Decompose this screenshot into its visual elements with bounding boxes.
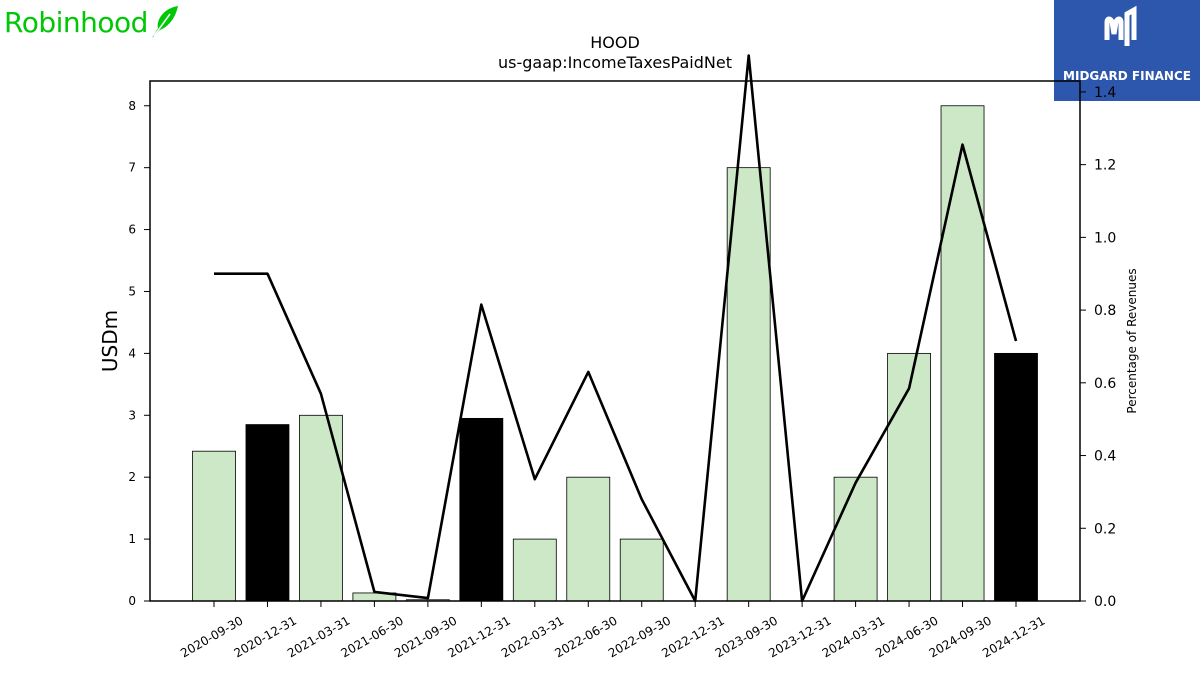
y-tick-label: 6 [128,223,136,237]
y2-tick-label: 0.0 [1094,594,1116,610]
bar [512,538,557,602]
y2-tick-label: 0.6 [1094,376,1116,392]
y2-tick-label: 1.0 [1094,230,1116,246]
robinhood-logo: Robinhood [4,2,182,42]
bar [940,105,985,602]
chart-title: HOOD [590,33,640,52]
y-tick-label: 2 [128,470,136,484]
midgard-logo-icon [1104,5,1137,46]
y-tick-label: 1 [128,532,136,546]
plot-frame [149,80,1081,602]
y2-tick-label: 1.4 [1094,85,1116,101]
bar [299,414,343,602]
y2-tick-label: 0.2 [1094,521,1116,537]
y-tick-label: 7 [128,161,136,175]
y-axis-label: USDm [98,310,122,372]
bar [619,538,664,602]
midgard-finance-logo: MIDGARD FINANCE [1054,0,1200,101]
y2-tick-label: 0.8 [1094,303,1116,319]
bar [833,476,878,602]
bar [994,352,1038,602]
bar [887,352,931,602]
chart-subtitle: us-gaap:IncomeTaxesPaidNet [498,53,732,72]
y-tick-label: 5 [128,284,136,298]
bar [459,417,504,602]
y2-axis-label: Percentage of Revenues [1125,268,1139,413]
bar [726,167,771,602]
y-tick-label: 0 [128,594,136,608]
y2-tick-label: 1.2 [1094,158,1116,174]
midgard-finance-name: MIDGARD FINANCE [1063,69,1191,83]
ratio-line [214,54,1018,603]
y-tick-label: 4 [128,346,136,360]
bar [192,450,236,602]
y-tick-label: 3 [128,408,136,422]
y-tick-label: 8 [128,99,136,113]
feather-icon [151,6,178,38]
y2-tick-label: 0.4 [1094,449,1116,465]
robinhood-wordmark: Robinhood [4,5,148,39]
bar [245,424,290,602]
bar [566,476,611,602]
